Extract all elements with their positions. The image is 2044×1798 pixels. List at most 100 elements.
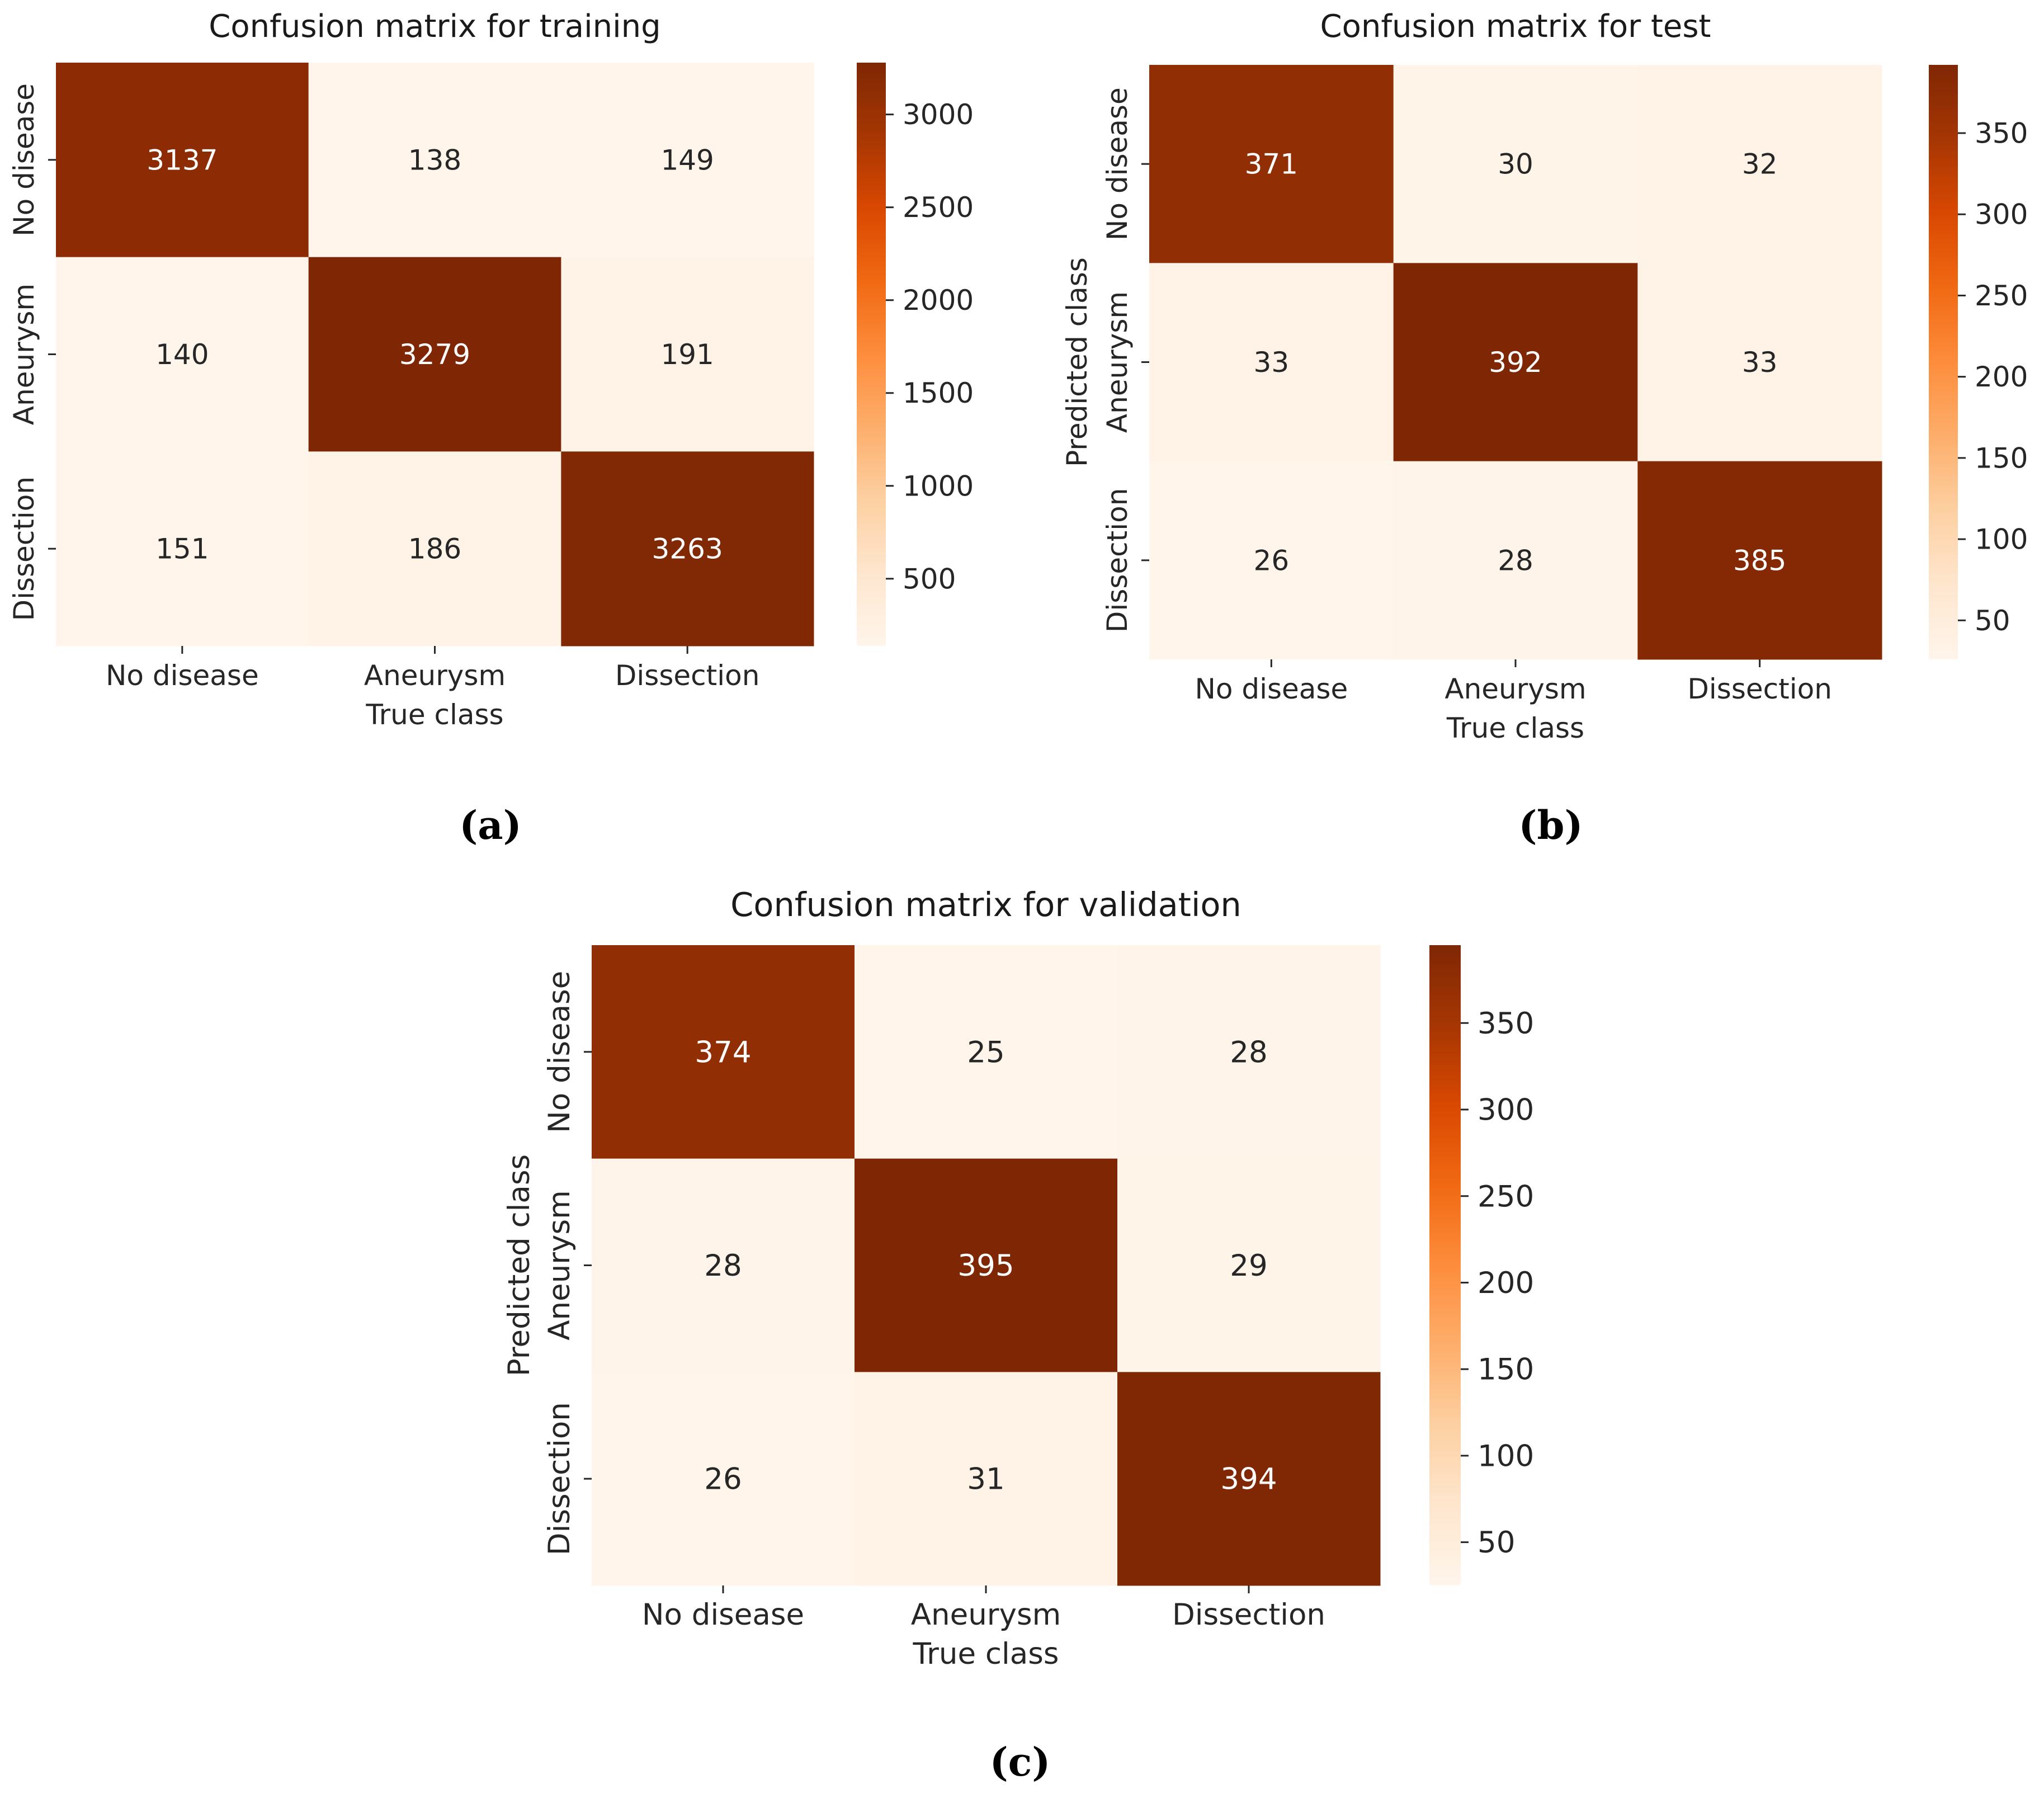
heatmap-cell [308, 451, 561, 646]
y-tick-label: Dissection [1101, 488, 1134, 633]
cell-value-label: 385 [1733, 544, 1786, 577]
panel-caption: (c) [990, 1739, 1051, 1785]
cell-value-label: 31 [967, 1462, 1004, 1497]
x-tick-label: No disease [642, 1598, 804, 1632]
heatmap-cell [855, 945, 1118, 1159]
cell-value-label: 186 [408, 533, 461, 565]
cell-value-label: 28 [1498, 544, 1533, 577]
colorbar [1929, 65, 1958, 659]
chart-title: Confusion matrix for training [209, 8, 660, 45]
heatmap-cell [56, 257, 309, 452]
heatmap-cell [561, 63, 814, 258]
cell-value-label: 32 [1742, 148, 1778, 181]
colorbar-tick-label: 250 [1477, 1179, 1534, 1214]
y-tick-label: Dissection [8, 476, 40, 621]
y-tick-label: No disease [542, 971, 577, 1133]
heatmap-cell [1149, 65, 1394, 263]
cell-value-label: 371 [1245, 148, 1298, 181]
x-axis-label: True class [913, 1637, 1059, 1671]
cell-value-label: 395 [957, 1249, 1014, 1283]
cell-value-label: 3137 [147, 144, 218, 176]
x-tick-label: Aneurysm [911, 1598, 1061, 1632]
confusion-matrix-panel-3: Confusion matrix for validation 374 25 28 28… [502, 885, 1534, 1785]
colorbar-tick-label: 200 [1975, 361, 2028, 393]
cell-value-label: 28 [704, 1249, 742, 1283]
heatmap-cell [1149, 263, 1394, 462]
x-tick-label: No disease [1195, 673, 1348, 705]
cell-value-label: 374 [695, 1035, 751, 1069]
y-tick-label: No disease [8, 83, 40, 237]
cell-value-label: 392 [1489, 346, 1542, 379]
y-tick-label: Aneurysm [8, 284, 40, 425]
y-tick-label: Dissection [542, 1402, 577, 1555]
colorbar-tick-label: 350 [1975, 117, 2028, 149]
y-axis-label: Predicted class [502, 1154, 536, 1376]
heatmap-cell [308, 63, 561, 258]
x-tick-label: Aneurysm [364, 659, 506, 692]
y-axis-label: Predicted class [1061, 257, 1093, 467]
cell-value-label: 25 [967, 1035, 1004, 1069]
cell-value-label: 30 [1498, 148, 1533, 181]
colorbar-tick-label: 150 [1477, 1353, 1534, 1387]
heatmap-cell [592, 1158, 855, 1372]
cell-value-label: 151 [155, 533, 209, 565]
cell-value-label: 33 [1742, 346, 1778, 379]
heatmap-cell [1637, 65, 1882, 263]
x-tick-label: No disease [106, 659, 259, 692]
heatmap-cell [561, 451, 814, 646]
confusion-matrix-panel-2: Confusion matrix for test 371 30 32 33 392 33 2… [1061, 8, 2028, 848]
confusion-matrix-panel-1: Confusion matrix for training 3137 138 149 1… [8, 8, 974, 848]
colorbar-tick-label: 3000 [903, 98, 974, 131]
x-tick-label: Dissection [1687, 673, 1832, 705]
x-tick-label: Dissection [1172, 1598, 1325, 1632]
colorbar-tick-label: 1000 [903, 470, 974, 502]
colorbar-tick-label: 100 [1477, 1439, 1534, 1473]
colorbar-tick-label: 200 [1477, 1266, 1534, 1300]
heatmap-cell [1117, 1372, 1381, 1586]
x-axis-label: True class [1446, 712, 1584, 744]
colorbar-tick-label: 2500 [903, 191, 974, 224]
cell-value-label: 191 [660, 338, 714, 371]
panel-caption: (b) [1518, 802, 1583, 848]
heatmap-cell [1393, 263, 1638, 462]
chart-title: Confusion matrix for test [1320, 8, 1711, 45]
heatmap-cell [1637, 263, 1882, 462]
colorbar [857, 63, 886, 646]
cell-value-label: 394 [1220, 1462, 1277, 1497]
colorbar [1429, 945, 1461, 1585]
heatmap-cell [1393, 461, 1638, 660]
cell-value-label: 149 [660, 144, 714, 176]
colorbar-tick-label: 50 [1477, 1526, 1515, 1560]
colorbar-tick-label: 100 [1975, 523, 2028, 556]
cell-value-label: 28 [1230, 1035, 1267, 1069]
cell-value-label: 29 [1230, 1249, 1267, 1283]
colorbar-tick-label: 150 [1975, 442, 2028, 474]
heatmap-cell [561, 257, 814, 452]
heatmap-cell [855, 1372, 1118, 1586]
cell-value-label: 3279 [399, 338, 470, 371]
x-tick-label: Aneurysm [1445, 673, 1586, 705]
y-tick-label: Aneurysm [542, 1190, 577, 1340]
heatmap-cell [308, 257, 561, 452]
cell-value-label: 26 [1254, 544, 1290, 577]
colorbar-tick-label: 2000 [903, 284, 974, 317]
heatmap-cell [855, 1158, 1118, 1372]
colorbar-tick-label: 350 [1477, 1007, 1534, 1041]
heatmap-cell [1117, 945, 1381, 1159]
heatmap-cell [1637, 461, 1882, 660]
y-tick-label: Aneurysm [1101, 291, 1134, 433]
panel-caption: (a) [459, 802, 522, 848]
heatmap-cell [592, 1372, 855, 1586]
heatmap-cell [56, 451, 309, 646]
colorbar-tick-label: 300 [1477, 1093, 1534, 1127]
heatmap-cell [1149, 461, 1394, 660]
colorbar-tick-label: 500 [903, 563, 956, 595]
heatmap-cell [592, 945, 855, 1159]
x-axis-label: True class [365, 699, 503, 731]
heatmap-cell [1393, 65, 1638, 263]
colorbar-tick-label: 300 [1975, 199, 2028, 231]
x-tick-label: Dissection [615, 659, 760, 692]
heatmap-cell [56, 63, 309, 258]
y-tick-label: No disease [1101, 87, 1134, 240]
